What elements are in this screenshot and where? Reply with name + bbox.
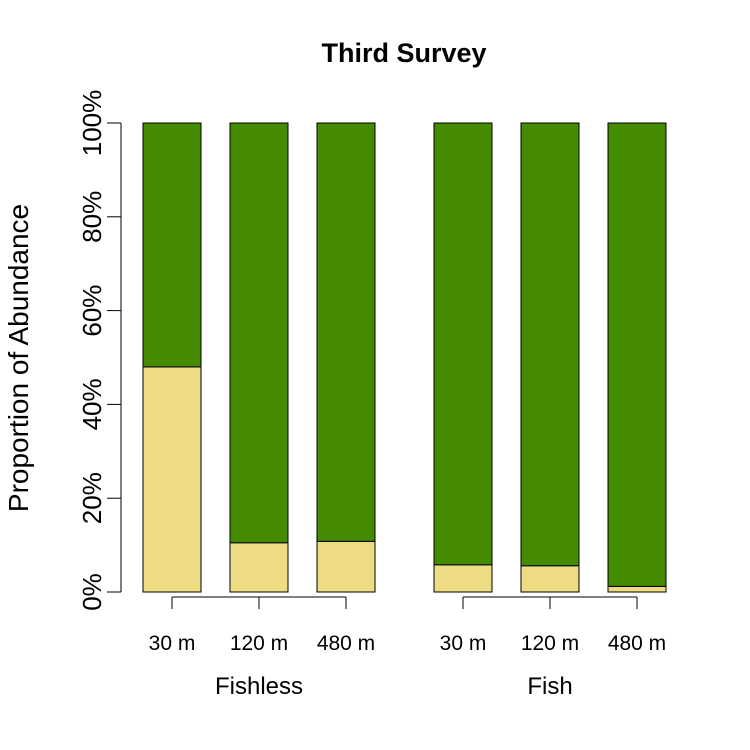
- x-tick-label: 30 m: [149, 632, 196, 655]
- x-tick-label: 120 m: [230, 632, 288, 655]
- bar-segment-0: [229, 542, 289, 593]
- bar-segment-0: [607, 585, 667, 593]
- bar-segment-0: [142, 366, 202, 593]
- y-tick-label: 0%: [77, 573, 107, 611]
- x-tick-label: 480 m: [608, 632, 666, 655]
- bar-segment-1: [433, 122, 493, 566]
- bar-segment-1: [520, 122, 580, 567]
- x-tick-label: 480 m: [317, 632, 375, 655]
- y-tick-label: 80%: [77, 191, 107, 243]
- bar-segment-0: [316, 540, 376, 593]
- y-tick-label: 40%: [77, 378, 107, 430]
- y-axis-label: Proportion of Abundance: [3, 204, 34, 512]
- y-tick-label: 60%: [77, 285, 107, 337]
- y-axis: 0% 20% 40% 60% 80% 100%: [77, 90, 122, 611]
- x-tick-label: 120 m: [521, 632, 579, 655]
- bar-segment-1: [316, 122, 376, 542]
- bar-segment-0: [433, 564, 493, 593]
- group-label: Fish: [527, 673, 572, 700]
- chart-title: Third Survey: [321, 38, 486, 68]
- bars: [142, 122, 667, 593]
- bar-segment-1: [607, 122, 667, 587]
- x-axis: 30 m 120 m 480 m 30 m 120 m 480 m: [149, 596, 666, 655]
- y-tick-label: 20%: [77, 472, 107, 524]
- y-tick-label: 100%: [77, 90, 107, 157]
- x-tick-label: 30 m: [440, 632, 487, 655]
- bar-segment-0: [520, 565, 580, 593]
- bar-segment-1: [229, 122, 289, 544]
- group-label: Fishless: [215, 673, 303, 700]
- group-labels: Fishless Fish: [215, 673, 573, 700]
- bar-segment-1: [142, 122, 202, 368]
